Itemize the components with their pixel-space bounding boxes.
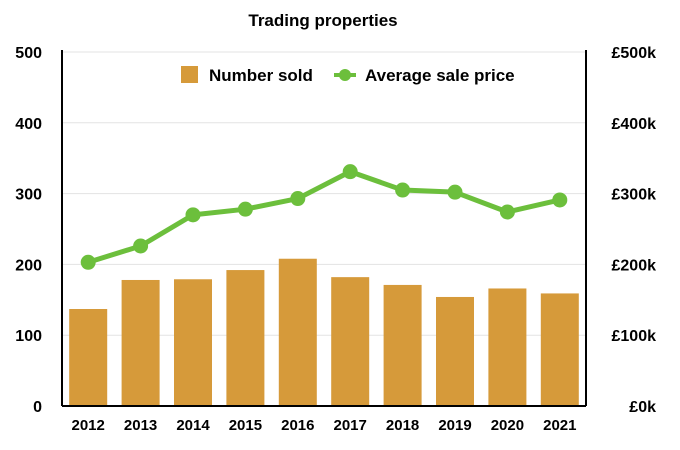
line-series (80, 164, 568, 270)
y-left-tick-label: 400 (15, 116, 42, 133)
y-right-tick-label: £400k (612, 116, 657, 133)
price-point (185, 207, 201, 223)
y-right-tick-label: £0k (629, 399, 656, 416)
y-right-tick-label: £500k (612, 45, 657, 62)
x-tick-label: 2021 (543, 417, 576, 434)
bar (121, 279, 160, 406)
bar (540, 293, 579, 406)
price-line (87, 169, 561, 265)
x-tick-label: 2012 (72, 417, 105, 434)
price-point (342, 164, 358, 180)
bar (436, 296, 474, 406)
bar (488, 288, 527, 406)
price-point (499, 204, 515, 220)
bar-series (69, 258, 579, 406)
y-right-tick-label: £300k (612, 187, 657, 204)
price-point (133, 238, 149, 254)
y-left-tick-label: 300 (15, 187, 42, 204)
price-point (237, 201, 253, 217)
bar (69, 309, 108, 406)
y-left-tick-label: 0 (33, 399, 42, 416)
x-tick-label: 2016 (281, 417, 314, 434)
x-tick-label: 2019 (438, 417, 471, 434)
tick-labels: 0 £0k 100 £100k 200 £200k 300 £300k 400 £400k 500 £… (15, 45, 656, 434)
y-left-tick-label: 100 (15, 328, 42, 345)
legend-swatch-number-sold (181, 66, 198, 83)
y-right-tick-label: £200k (612, 257, 657, 274)
x-tick-label: 2018 (386, 417, 419, 434)
price-point (290, 191, 306, 207)
y-left-tick-label: 200 (15, 257, 42, 274)
chart-title: Trading properties (248, 11, 397, 30)
x-tick-label: 2020 (491, 417, 524, 434)
bar (383, 284, 422, 406)
legend-label-number-sold: Number sold (209, 66, 313, 85)
legend: Number sold Average sale price (181, 66, 515, 85)
bar (226, 270, 265, 406)
price-point (447, 184, 463, 200)
x-tick-label: 2013 (124, 417, 157, 434)
price-point (80, 254, 96, 270)
bar (331, 277, 370, 406)
bar (278, 258, 317, 406)
bar (174, 279, 212, 406)
y-right-tick-label: £100k (612, 328, 657, 345)
x-tick-label: 2017 (334, 417, 367, 434)
price-point (552, 192, 568, 208)
legend-marker-average-sale-price (339, 69, 351, 81)
y-left-tick-label: 500 (15, 45, 42, 62)
x-tick-label: 2014 (176, 417, 210, 434)
x-tick-label: 2015 (229, 417, 262, 434)
legend-label-average-sale-price: Average sale price (365, 66, 515, 85)
axes (61, 50, 587, 407)
price-point (395, 182, 411, 198)
